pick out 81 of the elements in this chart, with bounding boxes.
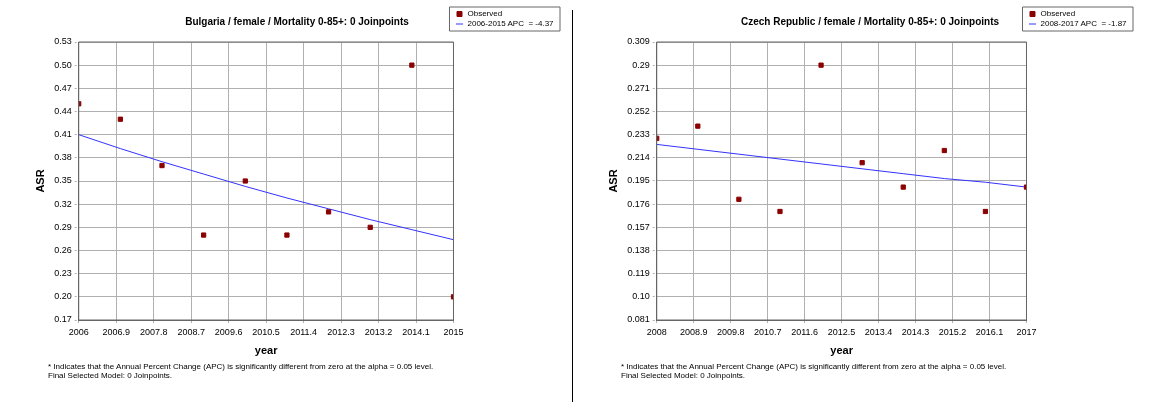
point <box>201 232 207 238</box>
x-tick-label: 2015.2 <box>938 326 967 337</box>
y-tick-label: 0.44 <box>54 105 72 116</box>
x-tick-label: 2006.9 <box>102 326 130 337</box>
x-tick-label: 2015 <box>443 326 464 337</box>
y-tick-label: 0.41 <box>54 129 72 140</box>
y-tick-label: 0.157 <box>627 221 650 232</box>
y-tick-label: 0.35 <box>54 175 72 186</box>
y-tick-label: 0.26 <box>54 244 72 255</box>
point <box>325 209 332 215</box>
text: * Indicates that the Annual Percent Change (APC) is significantly different from zero at the alpha = 0.05 level. <box>621 362 1008 371</box>
point <box>900 184 906 190</box>
legend-label: Observed <box>467 9 503 19</box>
legend-label: 2008-2017 APC = -1.87 <box>1040 19 1128 29</box>
x-tick-label: 2014.3 <box>901 326 930 337</box>
x-tick-label: 2016.1 <box>975 326 1004 337</box>
x-tick-label: 2010.7 <box>753 326 782 337</box>
point <box>117 116 123 122</box>
point <box>367 224 373 230</box>
text: Final Selected Model: 0 Joinpoints. <box>621 371 747 380</box>
y-tick-label: 0.38 <box>54 152 72 163</box>
y-axis-title: ASR <box>33 169 46 193</box>
y-tick-label: 0.17 <box>54 314 72 325</box>
y-tick-label: 0.252 <box>627 105 650 116</box>
y-tick-label: 0.214 <box>627 152 650 163</box>
point <box>159 162 165 169</box>
y-tick-label: 0.081 <box>627 314 650 325</box>
point <box>78 101 82 107</box>
y-tick-label: 0.23 <box>54 268 72 279</box>
y-tick-label: 0.309 <box>627 36 650 47</box>
legend-label: Observed <box>1040 9 1076 19</box>
point <box>1023 184 1027 190</box>
y-axis-title: ASR <box>606 169 619 193</box>
y-tick-label: 0.271 <box>627 82 650 93</box>
x-tick-label: 2011.4 <box>290 326 318 337</box>
legend-label: 2006-2015 APC = -4.37 <box>467 19 555 29</box>
y-tick-label: 0.47 <box>54 82 72 93</box>
point <box>818 62 824 68</box>
x-tick-label: 2011.6 <box>791 326 819 337</box>
y-tick-label: 0.20 <box>54 291 72 302</box>
point <box>941 147 947 154</box>
x-tick-label: 2012.3 <box>327 326 355 337</box>
text: Final Selected Model: 0 Joinpoints. <box>48 371 174 380</box>
point <box>450 294 454 300</box>
point <box>859 160 865 166</box>
point <box>242 178 248 184</box>
x-tick-label: 2008 <box>646 326 667 337</box>
y-tick-label: 0.32 <box>54 198 72 209</box>
y-tick-label: 0.176 <box>627 198 650 209</box>
x-axis-title: year <box>254 344 279 357</box>
point <box>695 123 701 129</box>
point <box>284 232 290 238</box>
x-tick-label: 2008.7 <box>177 326 205 337</box>
y-tick-label: 0.10 <box>632 291 650 302</box>
y-tick-label: 0.29 <box>54 221 72 232</box>
x-tick-label: 2009.6 <box>214 326 243 337</box>
chart-title: Czech Republic / female / Mortality 0-85+: 0 Joinpoints <box>740 15 1000 27</box>
point <box>982 208 989 215</box>
x-tick-label: 2009.8 <box>716 326 745 337</box>
text: * Indicates that the Annual Percent Change (APC) is significantly different from zero at the alpha = 0.05 level. <box>48 362 435 371</box>
y-tick-label: 0.53 <box>54 36 72 47</box>
x-axis-title: year <box>830 344 854 357</box>
y-tick-label: 0.233 <box>627 129 650 140</box>
x-tick-label: 2012.5 <box>827 326 856 337</box>
point <box>409 62 415 68</box>
y-tick-label: 0.195 <box>627 175 650 186</box>
x-tick-label: 2013.4 <box>864 326 893 337</box>
point <box>736 196 742 202</box>
y-tick-label: 0.138 <box>627 244 650 255</box>
x-tick-label: 2010.5 <box>252 326 280 337</box>
x-tick-label: 2007.8 <box>139 326 168 337</box>
y-tick-label: 0.119 <box>627 268 650 279</box>
x-tick-label: 2008.9 <box>679 326 708 337</box>
x-tick-label: 2013.2 <box>364 326 393 337</box>
y-tick-label: 0.29 <box>632 59 650 70</box>
y-tick-label: 0.50 <box>54 59 72 70</box>
x-tick-label: 2006 <box>68 326 89 337</box>
point <box>777 208 783 215</box>
x-tick-label: 2017 <box>1016 326 1037 337</box>
chart-title: Bulgaria / female / Mortality 0-85+: 0 Joinpoints <box>185 15 410 27</box>
x-tick-label: 2014.1 <box>402 326 430 337</box>
